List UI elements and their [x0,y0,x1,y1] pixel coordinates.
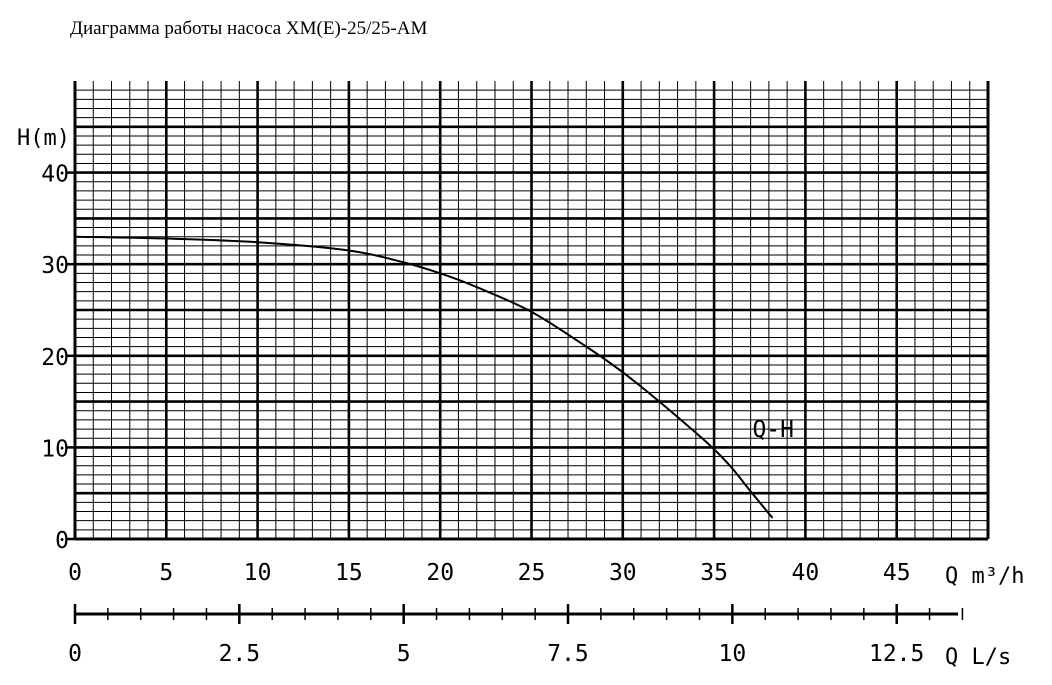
x-tick-label: 10 [244,560,272,586]
y-tick-label: 10 [41,436,69,462]
x-tick-label: 40 [792,560,820,586]
x2-axis-label: Q L/s [945,645,1011,670]
x2-tick-label: 7.5 [547,641,589,667]
series-label-q-h: Q-H [752,417,794,443]
x2-tick-label: 5 [397,641,411,667]
x2-tick-label: 10 [719,641,747,667]
chart-title: Диаграмма работы насоса XM(E)-25/25-AM [70,18,428,39]
x2-tick-label: 0 [68,641,82,667]
x-axis-label: Q m³/h [945,564,1024,589]
y-tick-label: 40 [41,162,69,188]
x-tick-label: 15 [335,560,363,586]
x-tick-label: 30 [609,560,637,586]
x-tick-label: 35 [700,560,728,586]
x-tick-label: 20 [426,560,454,586]
x-tick-label: 25 [518,560,546,586]
y-tick-label: 0 [55,528,69,554]
series-line-q-h [74,235,774,519]
y-tick-label: 30 [41,253,69,279]
x-tick-label: 0 [68,560,82,586]
y-axis-label: H(m) [17,126,70,151]
y-tick-label: 20 [41,345,69,371]
x-tick-label: 5 [159,560,173,586]
x-tick-label: 45 [883,560,911,586]
x2-tick-label: 12.5 [869,641,924,667]
x2-tick-label: 2.5 [219,641,261,667]
